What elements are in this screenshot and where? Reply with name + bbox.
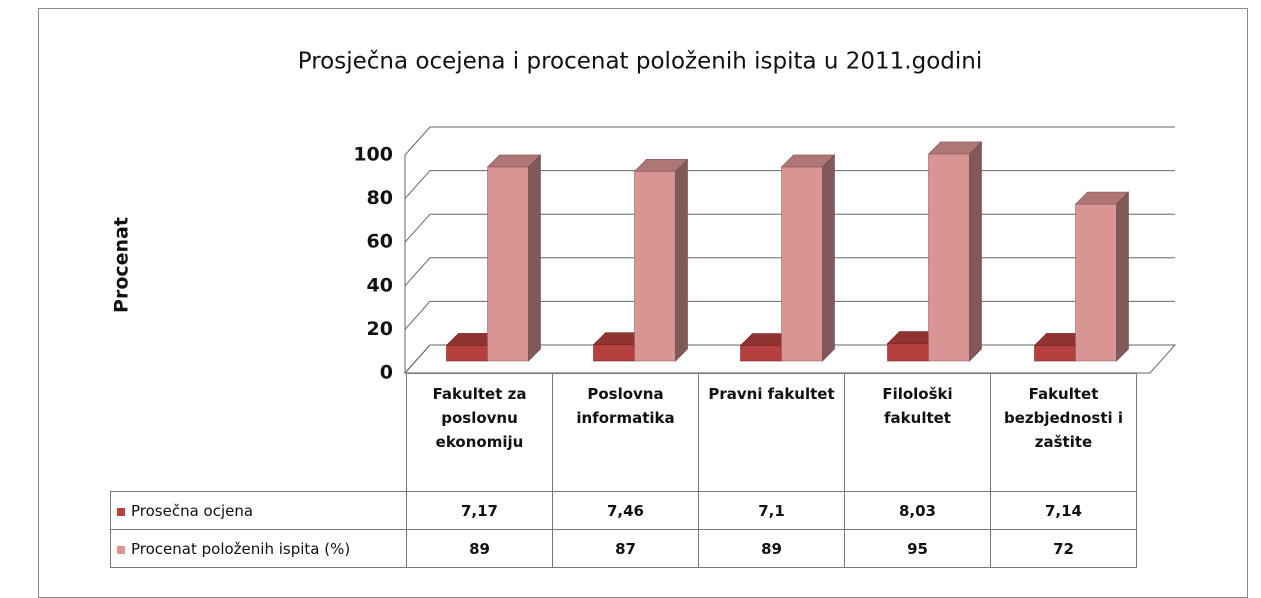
bar-front (781, 166, 823, 362)
bar-side (822, 154, 835, 362)
bar (633, 158, 689, 362)
bar (886, 330, 942, 362)
y-tick-label: 60 (367, 231, 393, 253)
bar-front (593, 344, 635, 362)
data-cell: 7,14 (990, 491, 1137, 530)
bar-side (1116, 191, 1129, 362)
legend-label: Prosečna ocjena (131, 501, 254, 520)
bar-front (1034, 345, 1076, 362)
bar-side (969, 141, 982, 362)
category-label: Fakultet za poslovnu ekonomiju (406, 373, 553, 492)
bar-front (1075, 203, 1117, 362)
category-label: Poslovna informatika (552, 373, 699, 492)
chart-title: Prosječna ocejena i procenat položenih i… (298, 49, 983, 75)
bar-front (446, 345, 488, 362)
bar (486, 154, 542, 362)
category-label: Filološki fakultet (844, 373, 991, 492)
data-cell: 87 (552, 529, 699, 568)
bar-front (487, 166, 529, 362)
y-tick-label: 80 (367, 187, 393, 209)
data-cell: 8,03 (844, 491, 991, 530)
bar-front (740, 345, 782, 362)
bar-side (675, 158, 688, 362)
data-cell: 89 (698, 529, 845, 568)
grid-line (404, 257, 1175, 287)
bar-front (928, 153, 970, 362)
bar (927, 141, 983, 362)
data-cell: 7,46 (552, 491, 699, 530)
bar (780, 154, 836, 362)
data-cell: 95 (844, 529, 991, 568)
data-cell: 7,1 (698, 491, 845, 530)
category-label: Pravni fakultet (698, 373, 845, 492)
y-tick-label: 100 (353, 144, 393, 166)
y-axis-label: Procenat (111, 217, 133, 313)
bar (1074, 191, 1130, 362)
blank-cell (110, 373, 407, 492)
data-cell: 72 (990, 529, 1137, 568)
y-tick-label: 20 (367, 318, 393, 340)
legend-entry: Prosečna ocjena (110, 491, 407, 530)
grid-line (404, 213, 1175, 243)
grid-line (404, 126, 1175, 156)
legend-label: Procenat položenih ispita (%) (131, 539, 351, 558)
bar-side (528, 154, 541, 362)
grid-line (404, 170, 1175, 199)
category-label: Fakultet bezbjednosti i zaštite (990, 373, 1137, 492)
bar-front (887, 343, 929, 362)
data-cell: 89 (406, 529, 553, 568)
legend-swatch (117, 507, 125, 516)
legend-swatch (117, 545, 125, 554)
data-table: Fakultet za poslovnu ekonomiju Poslovna i… (110, 373, 1137, 568)
legend-entry: Procenat položenih ispita (%) (110, 529, 407, 568)
y-tick-label: 40 (367, 274, 393, 296)
bar-front (634, 171, 676, 362)
grid-line (404, 300, 1175, 330)
data-cell: 7,17 (406, 491, 553, 530)
